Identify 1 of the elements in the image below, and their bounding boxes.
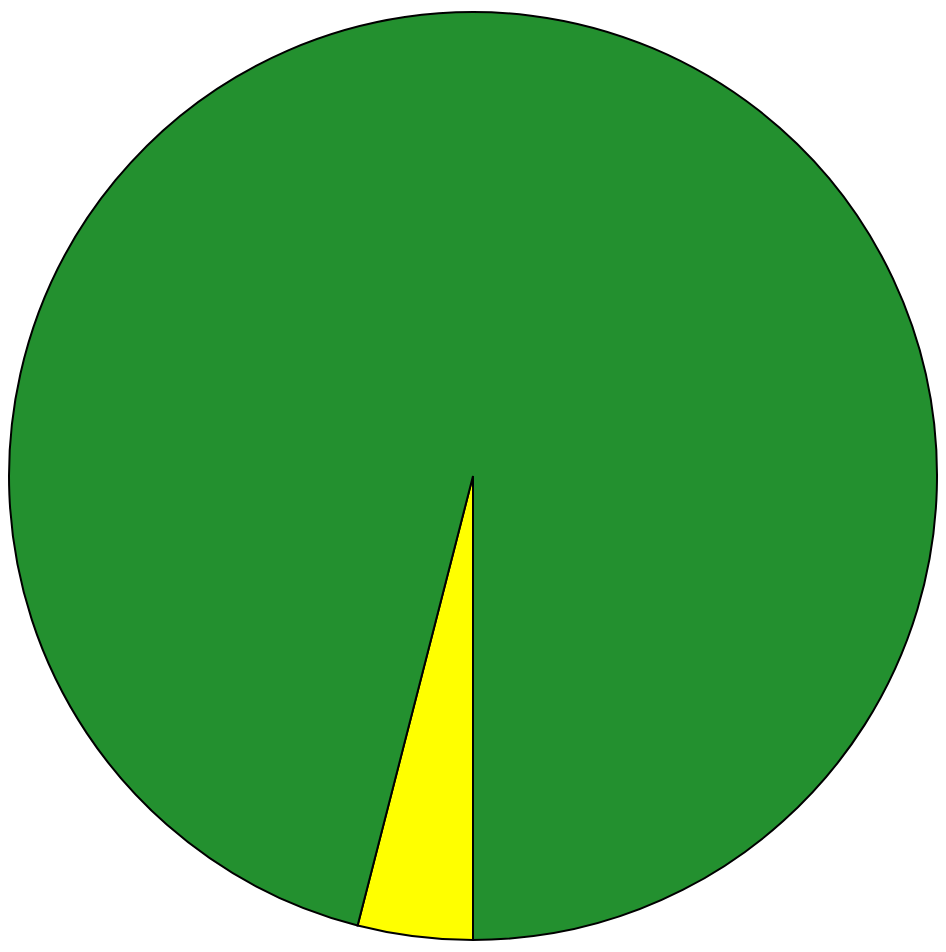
pie-slice — [8, 11, 938, 941]
